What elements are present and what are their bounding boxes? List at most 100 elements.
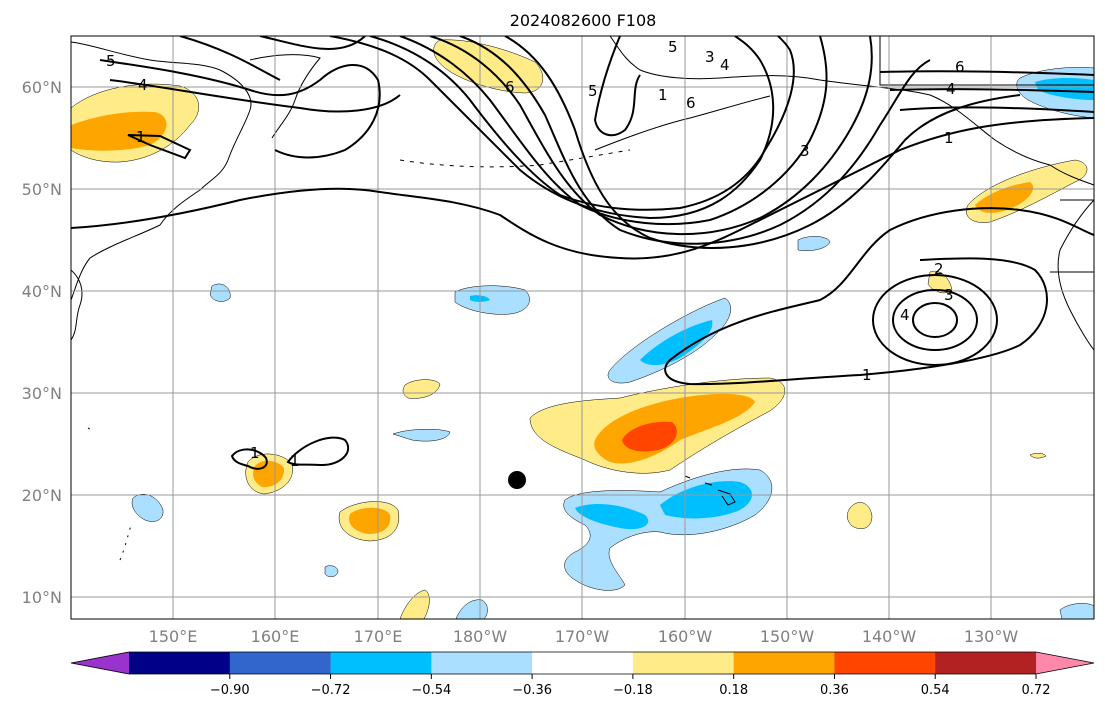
contour-line bbox=[399, 36, 828, 226]
contour-label: 1 bbox=[290, 452, 300, 470]
alaska-coastline bbox=[594, 95, 771, 151]
contour-label: 1 bbox=[136, 128, 146, 146]
contour-line bbox=[230, 448, 268, 470]
asia-coastline bbox=[71, 41, 252, 301]
lat-tick-label: 10°N bbox=[22, 588, 62, 607]
colorbar-tick-label: 0.72 bbox=[1022, 683, 1051, 698]
negative-anomaly-region bbox=[392, 429, 451, 442]
lat-tick-label: 50°N bbox=[22, 180, 62, 199]
negative-anomaly-region bbox=[131, 494, 164, 522]
contour-line bbox=[899, 106, 1094, 113]
north-america-coastline bbox=[1057, 199, 1094, 351]
positive-anomaly-region bbox=[1029, 452, 1047, 459]
contour-label: 4 bbox=[946, 80, 956, 98]
contour-label: 4 bbox=[720, 56, 730, 74]
hawaii-islands bbox=[684, 475, 736, 506]
contour-line bbox=[329, 36, 775, 220]
contour-label: 3 bbox=[944, 286, 954, 304]
colorbar-tick-label: 0.54 bbox=[921, 683, 950, 698]
colorbar-segment bbox=[431, 652, 533, 674]
negative-anomaly-region bbox=[209, 283, 231, 302]
lon-tick-label: 170°E bbox=[354, 627, 403, 646]
contour-line bbox=[593, 36, 641, 137]
positive-anomaly-region bbox=[433, 39, 544, 94]
contour-line bbox=[127, 134, 192, 160]
lon-tick-label: 180°W bbox=[453, 627, 508, 646]
colorbar: −0.90 −0.72 −0.54 −0.36 −0.18 0.18 0.36 0.54 0.7… bbox=[70, 651, 1095, 698]
negative-anomaly-region bbox=[454, 285, 530, 315]
lon-tick-label: 130°W bbox=[964, 627, 1019, 646]
colorbar-tick-label: −0.72 bbox=[311, 683, 351, 698]
contour-label: 6 bbox=[505, 78, 515, 96]
colorbar-tick-label: 0.18 bbox=[719, 683, 748, 698]
kamchatka-coastline bbox=[249, 54, 321, 139]
contour-label: 6 bbox=[955, 58, 965, 76]
negative-anomaly-core bbox=[660, 481, 752, 519]
lon-tick-label: 170°W bbox=[555, 627, 610, 646]
colorbar-segment bbox=[330, 652, 432, 674]
contour-label: 3 bbox=[800, 142, 810, 160]
positive-anomaly-region bbox=[399, 589, 430, 619]
north-america-border bbox=[1050, 199, 1094, 273]
positive-anomaly-peak bbox=[622, 421, 677, 452]
colorbar-segment bbox=[834, 652, 936, 674]
colorbar-segment bbox=[532, 652, 634, 674]
colorbar-tick-label: −0.36 bbox=[512, 683, 552, 698]
positive-anomaly-region bbox=[402, 379, 441, 399]
alaska-coastline bbox=[609, 36, 1094, 186]
contour-labels: 5 4 1 6 3 5 1 6 4 5 3 4 1 6 2 3 4 1 1 1 bbox=[106, 38, 965, 470]
lon-tick-label: 140°W bbox=[862, 627, 917, 646]
lat-tick-label: 30°N bbox=[22, 384, 62, 403]
contour-label: 2 bbox=[934, 260, 944, 278]
location-marker bbox=[508, 471, 526, 489]
contour-line bbox=[429, 36, 873, 236]
negative-anomaly-core bbox=[1035, 78, 1094, 100]
contour-label: 4 bbox=[138, 76, 148, 94]
lon-tick-label: 160°E bbox=[251, 627, 300, 646]
negative-anomaly-core bbox=[575, 504, 649, 530]
positive-anomaly-core bbox=[975, 182, 1034, 213]
contour-label: 5 bbox=[588, 82, 598, 100]
contour-line bbox=[669, 207, 1094, 361]
anomaly-fill-layer bbox=[71, 39, 1094, 619]
contour-line bbox=[892, 289, 978, 351]
lon-tick-label: 150°E bbox=[149, 627, 198, 646]
contour-line bbox=[459, 36, 931, 245]
contour-line bbox=[879, 70, 1094, 76]
map-frame bbox=[70, 35, 1095, 620]
contour-label: 1 bbox=[658, 86, 668, 104]
contour-line bbox=[71, 117, 1094, 260]
colorbar-extend-max bbox=[1036, 652, 1094, 674]
negative-anomaly-region bbox=[797, 236, 831, 251]
lat-tick-label: 40°N bbox=[22, 282, 62, 301]
contour-line bbox=[259, 36, 366, 50]
contour-layer bbox=[71, 36, 1094, 470]
contour-line bbox=[872, 274, 998, 366]
contour-label: 3 bbox=[705, 48, 715, 66]
negative-anomaly-region bbox=[1059, 603, 1094, 619]
negative-anomaly-region bbox=[455, 599, 488, 619]
contour-line bbox=[912, 302, 958, 338]
contour-label: 4 bbox=[900, 306, 910, 324]
lat-tick-label: 60°N bbox=[22, 78, 62, 97]
lat-tick-label: 20°N bbox=[22, 486, 62, 505]
colorbar-segment bbox=[935, 652, 1037, 674]
colorbar-segment bbox=[733, 652, 835, 674]
gridlines bbox=[71, 36, 1094, 619]
colorbar-tick-label: −0.18 bbox=[613, 683, 653, 698]
contour-label: 1 bbox=[862, 366, 872, 384]
positive-anomaly-region bbox=[847, 502, 873, 529]
map-title: 2024082600 F108 bbox=[510, 11, 657, 30]
contour-label: 5 bbox=[668, 38, 678, 56]
contour-line bbox=[889, 88, 1094, 93]
contour-line bbox=[109, 79, 401, 113]
north-america-border bbox=[879, 36, 1094, 86]
contour-label: 6 bbox=[686, 94, 696, 112]
contour-line bbox=[504, 36, 1021, 249]
negative-anomaly-region bbox=[324, 565, 339, 577]
longitude-axis: 150°E 160°E 170°E 180°W 170°W 160°W 150°… bbox=[149, 627, 1019, 646]
contour-line bbox=[179, 36, 281, 81]
pacific-islands bbox=[87, 427, 133, 561]
colorbar-segment bbox=[632, 652, 735, 674]
